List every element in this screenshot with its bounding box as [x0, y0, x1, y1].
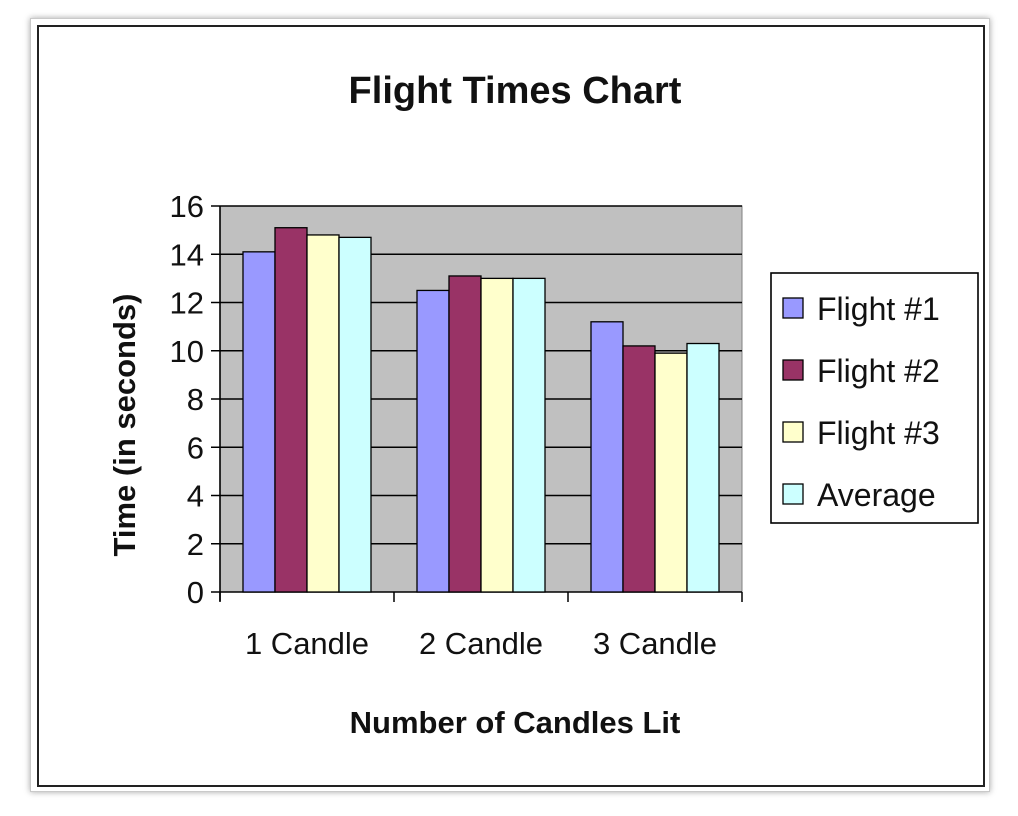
bar-flight-2-3: [622, 345, 656, 593]
legend-swatch: [782, 297, 804, 319]
legend-swatch: [782, 421, 804, 443]
y-tick-label: 6: [187, 430, 204, 465]
legend: Flight #1 Flight #2 Flight #3 Average: [770, 272, 979, 524]
y-tick-label: 14: [170, 237, 204, 272]
chart-title: Flight Times Chart: [349, 70, 682, 112]
y-tick-label: 2: [187, 527, 204, 562]
bar-average-2: [512, 277, 546, 593]
y-tick-label: 12: [170, 286, 204, 321]
bar-chart: Flight Times Chart 0 2 4 6 8 10 12 14 16 1 Candle…: [107, 70, 979, 740]
bar-flight-2-1: [274, 227, 308, 593]
bar-flight-1-2: [416, 289, 450, 593]
x-axis-title: Number of Candles Lit: [350, 705, 681, 740]
bar-flight-2-2: [448, 275, 482, 593]
y-tick-label: 16: [170, 189, 204, 224]
legend-box: [770, 272, 979, 524]
legend-label: Flight #2: [817, 353, 940, 389]
y-tick-label: 4: [187, 479, 204, 514]
bar-average-1: [338, 236, 372, 593]
bar-average-3: [686, 342, 720, 593]
chart-area: Flight Times Chart 0 2 4 6 8 10 12 14 16 1 Candle…: [37, 25, 985, 787]
plot-area: 0 2 4 6 8 10 12 14 16 1 Candle 2 Candle 3 Candle: [170, 189, 743, 661]
bar-flight-1-1: [242, 251, 276, 593]
y-axis-title: Time (in seconds): [107, 294, 142, 557]
legend-label: Flight #3: [817, 415, 940, 451]
x-tick-label: 3 Candle: [593, 626, 717, 661]
y-tick-label: 0: [187, 575, 204, 610]
bar-flight-1-3: [590, 321, 624, 593]
bar-flight-3-3: [654, 352, 688, 593]
x-tick-label: 1 Candle: [245, 626, 369, 661]
y-tick-label: 10: [170, 334, 204, 369]
bar-flight-3-2: [480, 277, 514, 593]
legend-label: Average: [817, 477, 936, 513]
x-tick-label: 2 Candle: [419, 626, 543, 661]
legend-label: Flight #1: [817, 291, 940, 327]
figure-frame: Flight Times Chart 0 2 4 6 8 10 12 14 16 1 Candle…: [30, 18, 990, 792]
legend-swatch: [782, 483, 804, 505]
y-tick-label: 8: [187, 382, 204, 417]
bar-flight-3-1: [306, 234, 340, 593]
legend-swatch: [782, 359, 804, 381]
